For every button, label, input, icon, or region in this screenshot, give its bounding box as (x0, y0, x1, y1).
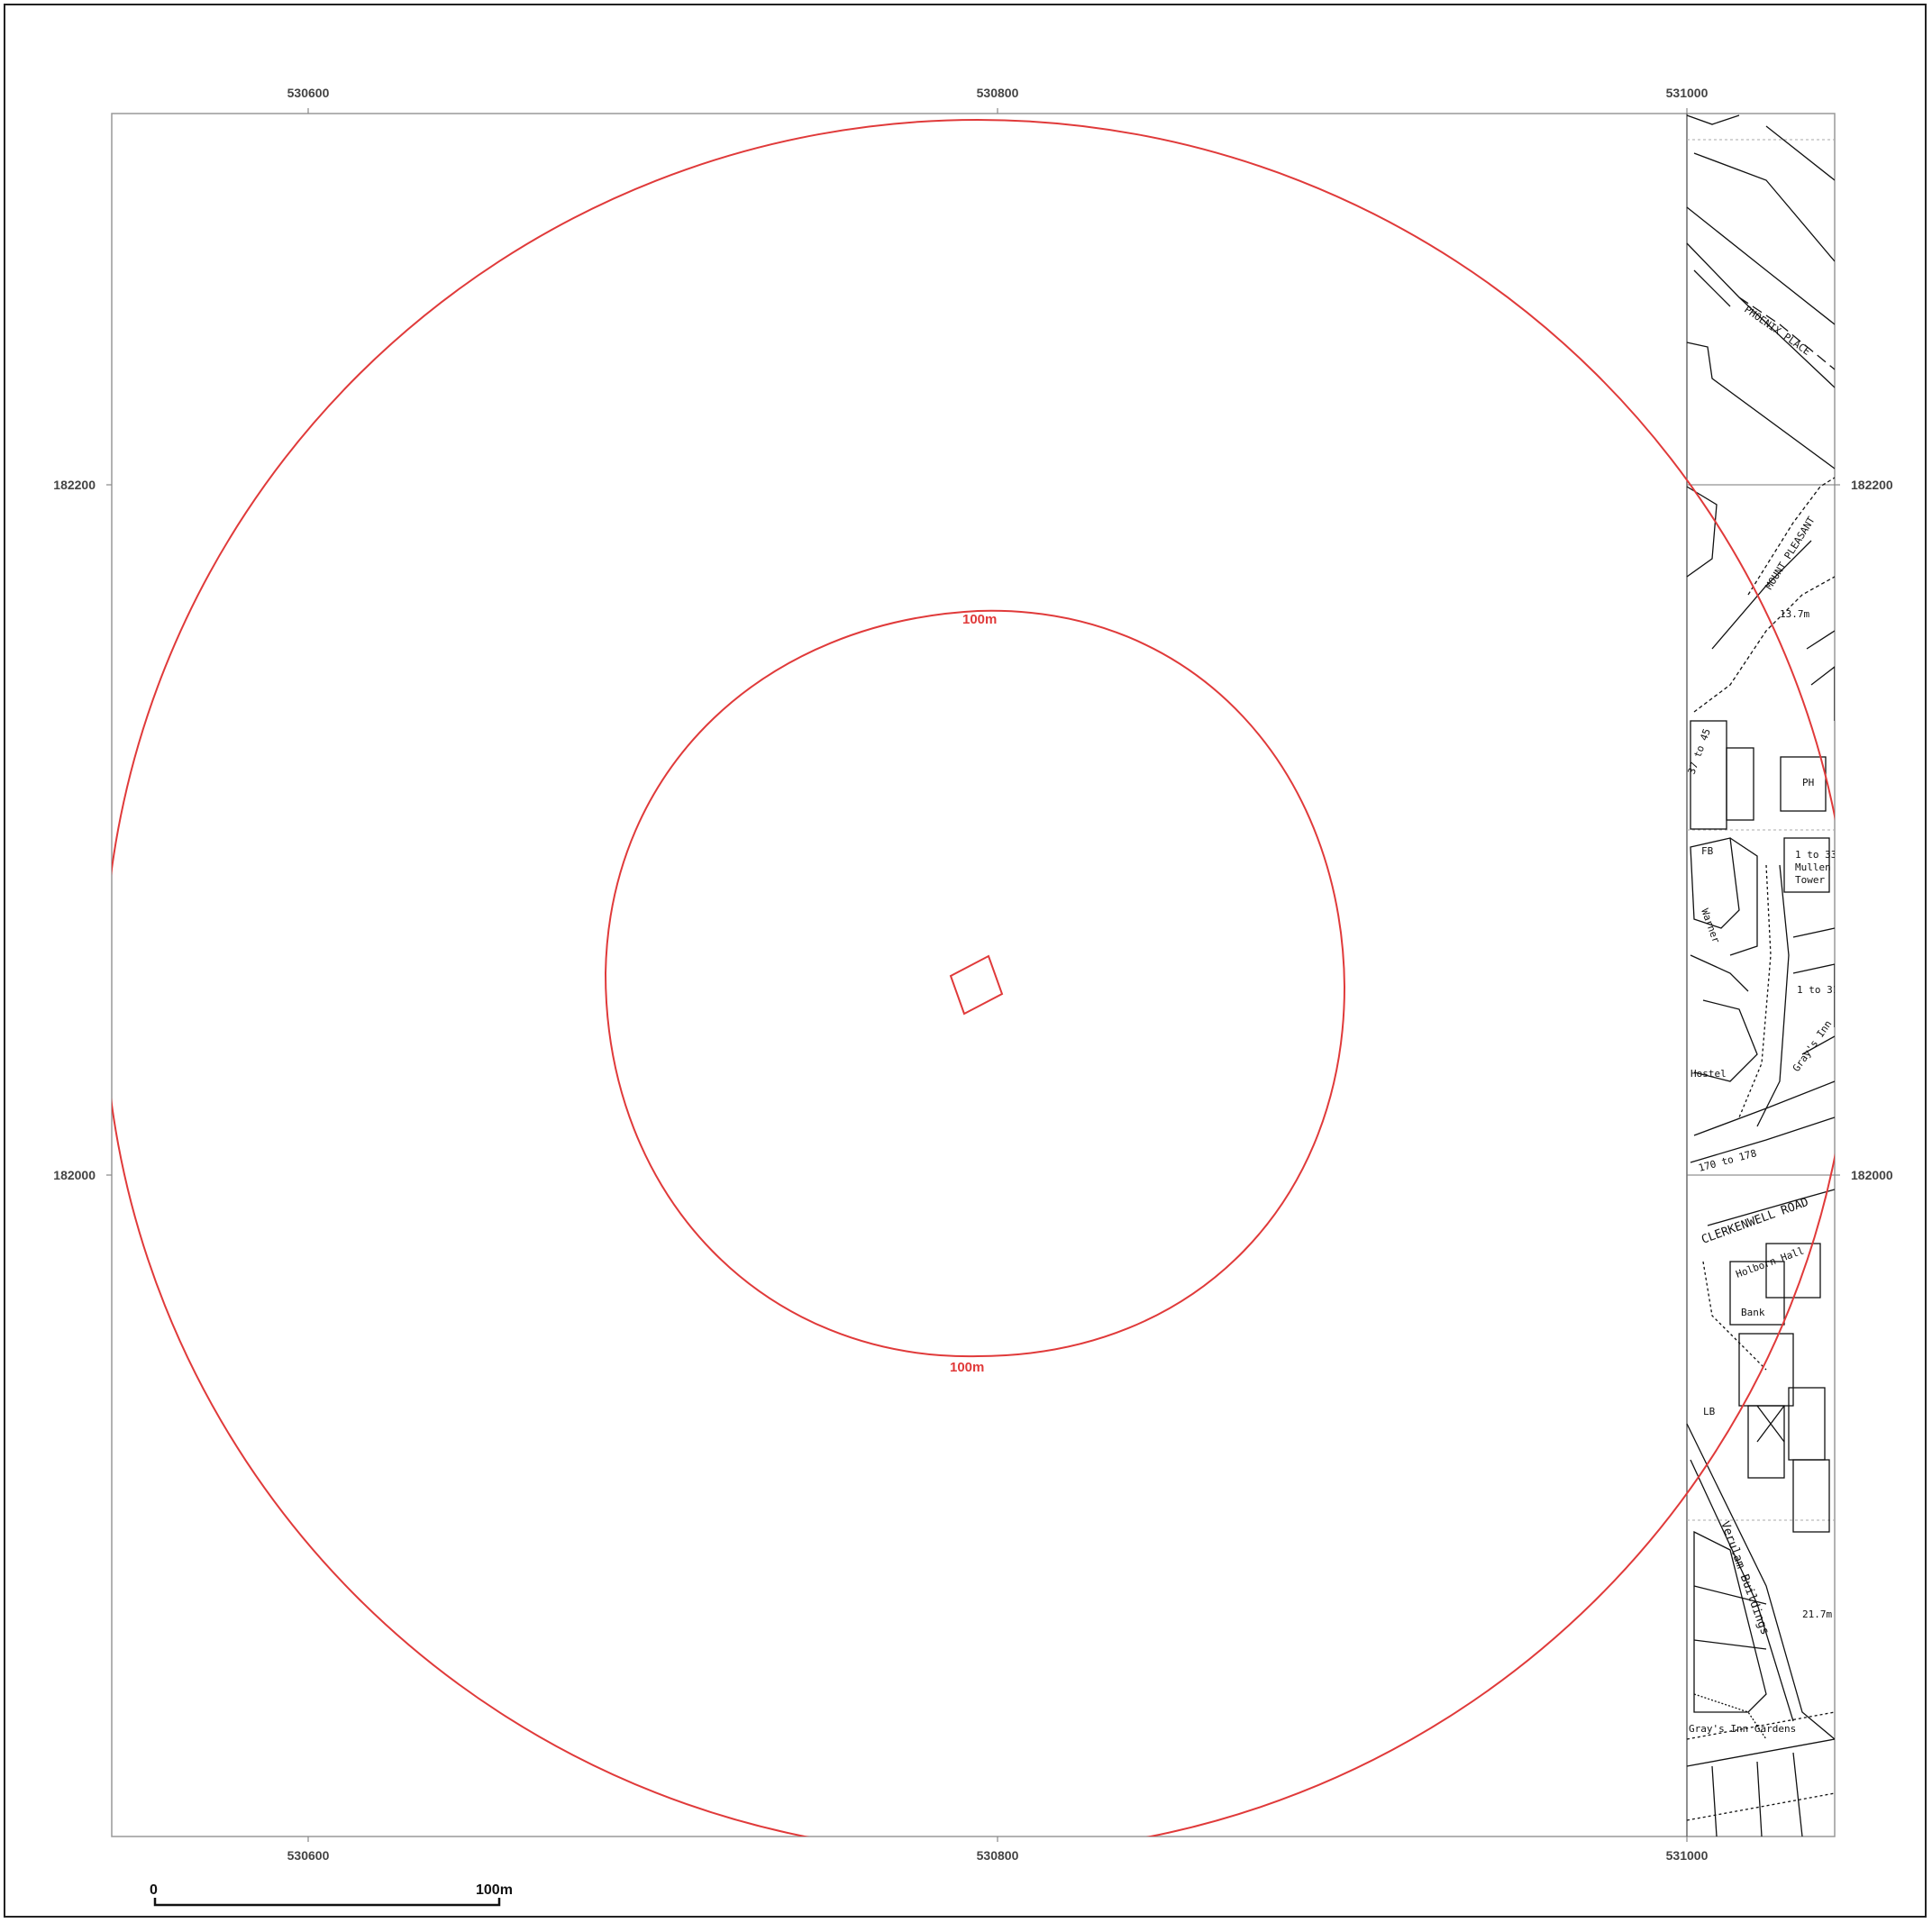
northing-label-left: 182000 (53, 1168, 96, 1182)
building-label: 1 to 33 (1795, 849, 1836, 861)
buffer-label-bottom: 100m (950, 1360, 984, 1375)
site-boundary (949, 954, 1004, 1016)
gardens-label: Gray's Inn Gardens (1689, 1723, 1796, 1735)
easting-label-top: 530600 (287, 86, 330, 100)
outer-buffer-ring (112, 119, 1835, 1836)
building-label: Tower (1795, 874, 1825, 886)
easting-label-bottom: 530800 (977, 1848, 1019, 1863)
basemap-strip (1686, 114, 1835, 1836)
easting-label-top: 530800 (977, 86, 1019, 100)
easting-label-bottom: 530600 (287, 1848, 330, 1863)
scale-bar-end-label: 100m (476, 1882, 513, 1898)
building-label: 1 to 31 (1797, 984, 1838, 996)
spot-height-label: 21.7m (1802, 1609, 1832, 1620)
buffer-label-top: 100m (962, 612, 997, 627)
scale-bar: 0 100m (150, 1882, 513, 1907)
spot-height-label: 13.7m (1780, 608, 1809, 620)
building-label: FB (1701, 845, 1714, 857)
northing-label-right: 182200 (1851, 478, 1893, 492)
building-label: PH (1802, 777, 1814, 788)
easting-label-bottom: 531000 (1666, 1848, 1709, 1863)
building-label: LB (1703, 1406, 1716, 1417)
building-label: Hostel (1690, 1068, 1727, 1080)
easting-label-top: 531000 (1666, 86, 1709, 100)
page-frame (4, 4, 1927, 1918)
northing-label-left: 182200 (53, 478, 96, 492)
building-label: Mullen (1795, 861, 1831, 873)
scale-bar-start-label: 0 (150, 1882, 158, 1898)
northing-label-right: 182000 (1851, 1168, 1893, 1182)
map-panel (111, 113, 1836, 1837)
building-label: Bank (1741, 1307, 1765, 1318)
inner-buffer-ring-100m (604, 609, 1346, 1358)
